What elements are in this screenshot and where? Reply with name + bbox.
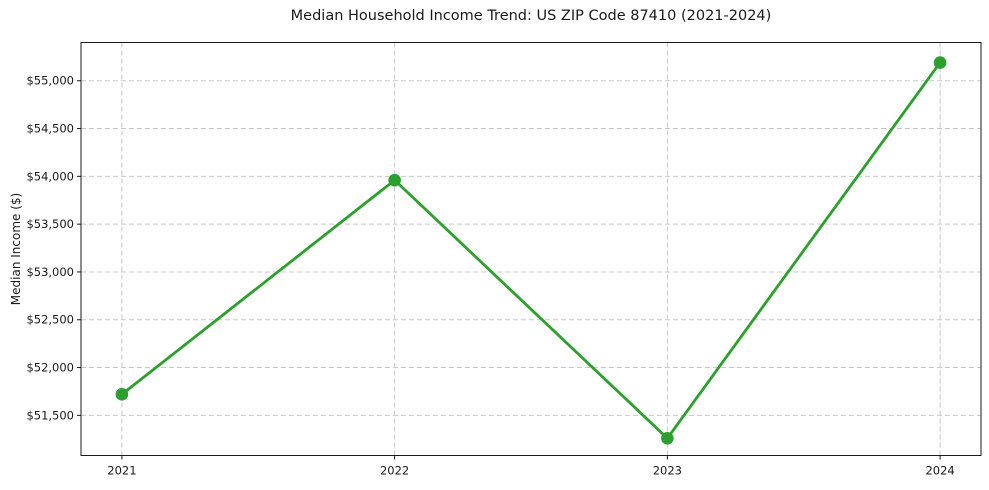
x-tick-label: 2023 — [653, 464, 682, 478]
y-tick-label: $54,500 — [26, 122, 74, 136]
plot-border — [80, 42, 982, 456]
x-tick-label: 2024 — [925, 464, 954, 478]
y-tick-label: $53,500 — [26, 217, 74, 231]
y-tick-label: $52,000 — [26, 361, 74, 375]
chart-title: Median Household Income Trend: US ZIP Co… — [290, 8, 772, 24]
data-point — [661, 431, 674, 445]
data-point — [388, 173, 401, 187]
y-tick-label: $55,000 — [26, 74, 74, 88]
x-tick-label: 2022 — [380, 464, 409, 478]
data-point — [115, 388, 129, 401]
x-tick-label: 2021 — [107, 464, 136, 478]
y-tick-label: $53,000 — [26, 265, 74, 279]
y-tick-label: $54,000 — [26, 169, 74, 183]
y-tick-label: $51,500 — [26, 408, 74, 422]
data-point — [933, 56, 947, 69]
y-tick-label: $52,500 — [26, 313, 74, 327]
trend-line — [120, 61, 942, 440]
